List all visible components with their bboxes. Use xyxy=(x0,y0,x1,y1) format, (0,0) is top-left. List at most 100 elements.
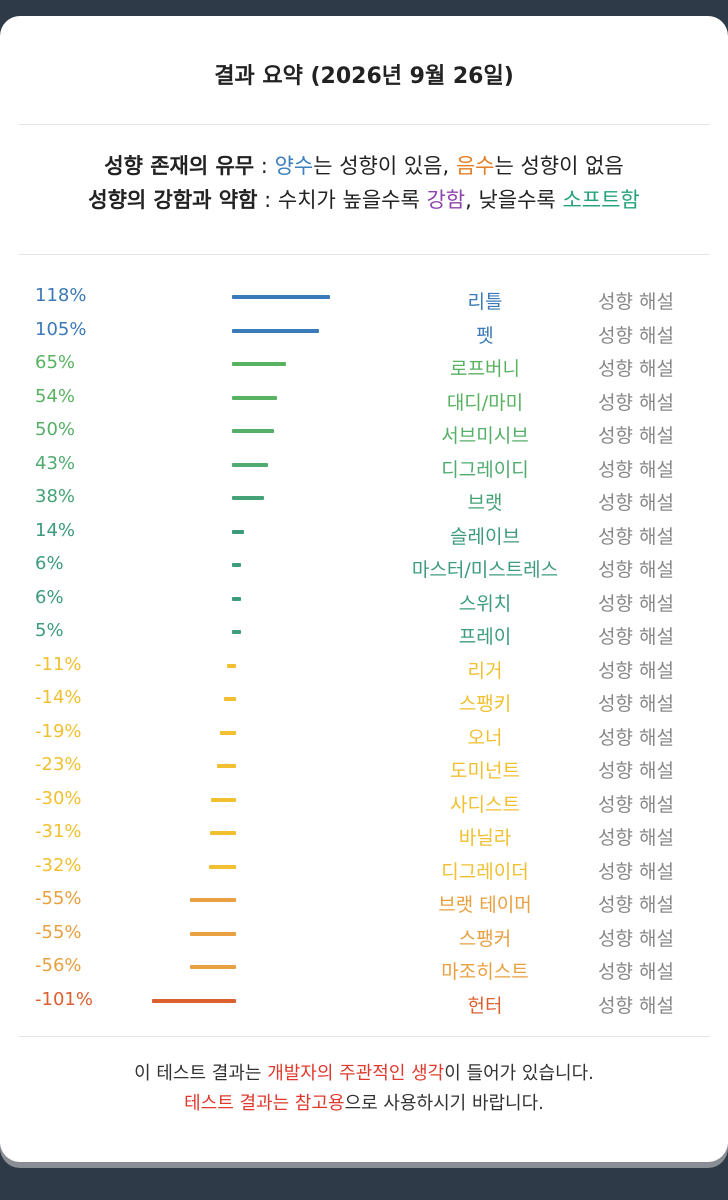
row-trait-name[interactable]: 대디/마미 xyxy=(446,391,524,414)
trait-explanation-link[interactable]: 성향 해설 xyxy=(598,827,674,849)
footer-line-2: 테스트 결과는 참고용으로 사용하시기 바랍니다. xyxy=(0,1090,728,1118)
trait-explanation-link[interactable]: 성향 해설 xyxy=(598,659,674,682)
row-percent: -23% xyxy=(35,754,82,775)
trait-explanation-link[interactable]: 성향 해설 xyxy=(598,626,674,648)
row-percent: 14% xyxy=(35,519,76,541)
row-trait-name[interactable]: 리거 xyxy=(467,659,503,682)
row-trait-name[interactable]: 디그레이디 xyxy=(441,458,529,481)
legend-line-1: 성향 존재의 유무 : 양수는 성향이 있음, 음수는 성향이 없음 xyxy=(0,149,728,183)
row-trait-name[interactable]: 슬레이브 xyxy=(450,525,520,548)
trait-explanation-link[interactable]: 성향 해설 xyxy=(598,324,674,347)
result-row: -31% 바닐라 성향 해설 xyxy=(0,817,728,850)
result-row: -56% 마조히스트 성향 해설 xyxy=(0,951,728,984)
trait-explanation-link[interactable]: 성향 해설 xyxy=(598,894,674,916)
result-row: 43% 디그레이디 성향 해설 xyxy=(0,449,728,482)
trait-explanation-link[interactable]: 성향 해설 xyxy=(598,860,674,883)
row-percent: -32% xyxy=(35,854,82,876)
row-bar xyxy=(232,395,277,400)
result-card: 결과 요약 (2026년 9월 26일) 성향 존재의 유무 : 양수는 성향이… xyxy=(0,16,728,1162)
trait-explanation-link[interactable]: 성향 해설 xyxy=(598,492,674,514)
row-trait-name[interactable]: 마스터/미스트레스 xyxy=(411,559,559,581)
result-row: 6% 마스터/미스트레스 성향 해설 xyxy=(0,549,728,582)
legend-text: 는 성향이 없음 xyxy=(494,154,624,178)
trait-explanation-link[interactable]: 성향 해설 xyxy=(598,525,674,548)
row-bar xyxy=(152,998,236,1003)
legend-line-2: 성향의 강함과 약함 : 수치가 높을수록 강함, 낮을수록 소프트함 xyxy=(0,183,728,217)
footer-text: 이 테스트 결과는 xyxy=(134,1063,268,1084)
row-trait-name[interactable]: 도미넌트 xyxy=(450,760,520,782)
trait-explanation-link[interactable]: 성향 해설 xyxy=(598,358,674,380)
legend-strong: 강함 xyxy=(426,188,466,212)
trait-explanation-link[interactable]: 성향 해설 xyxy=(598,961,674,983)
row-trait-name[interactable]: 프레이 xyxy=(458,626,512,648)
result-row: -32% 디그레이더 성향 해설 xyxy=(0,851,728,884)
row-trait-name[interactable]: 디그레이더 xyxy=(441,860,529,883)
row-trait-name[interactable]: 로프버니 xyxy=(450,358,520,380)
row-bar xyxy=(232,295,330,299)
legend-heading-existence: 성향 존재의 유무 xyxy=(104,154,255,178)
result-row: -55% 스팽커 성향 해설 xyxy=(0,918,728,951)
row-trait-name[interactable]: 스위치 xyxy=(458,592,512,615)
row-percent: -19% xyxy=(35,720,82,742)
row-trait-name[interactable]: 헌터 xyxy=(467,994,503,1017)
row-percent: 65% xyxy=(35,352,76,373)
trait-explanation-link[interactable]: 성향 해설 xyxy=(598,726,674,749)
result-row: 118% 리틀 성향 해설 xyxy=(0,281,728,314)
row-bar xyxy=(232,429,274,433)
row-bar xyxy=(211,797,236,802)
legend-negative: 음수 xyxy=(455,154,495,178)
trait-explanation-link[interactable]: 성향 해설 xyxy=(598,458,674,481)
trait-explanation-link[interactable]: 성향 해설 xyxy=(598,291,674,313)
trait-explanation-link[interactable]: 성향 해설 xyxy=(598,927,674,950)
footer-text: 이 들어가 있습니다. xyxy=(444,1063,594,1084)
result-row: -19% 오너 성향 해설 xyxy=(0,717,728,750)
row-bar xyxy=(232,630,241,634)
trait-explanation-link[interactable]: 성향 해설 xyxy=(598,760,674,782)
row-trait-name[interactable]: 리틀 xyxy=(467,291,503,313)
row-percent: 43% xyxy=(35,452,76,474)
row-bar xyxy=(232,462,268,467)
row-trait-name[interactable]: 서브미시브 xyxy=(441,425,529,447)
result-row: -11% 리거 성향 해설 xyxy=(0,650,728,683)
legend-positive: 양수 xyxy=(274,154,314,178)
row-percent: -30% xyxy=(35,787,82,809)
result-row: -101% 헌터 성향 해설 xyxy=(0,985,728,1018)
trait-explanation-link[interactable]: 성향 해설 xyxy=(598,793,674,816)
trait-explanation-link[interactable]: 성향 해설 xyxy=(598,693,674,715)
trait-explanation-link[interactable]: 성향 해설 xyxy=(598,592,674,615)
row-trait-name[interactable]: 바닐라 xyxy=(458,827,512,849)
row-trait-name[interactable]: 브랫 xyxy=(467,492,503,514)
trait-explanation-link[interactable]: 성향 해설 xyxy=(598,425,674,447)
row-bar xyxy=(209,864,236,869)
row-percent: -31% xyxy=(35,821,82,842)
row-bar xyxy=(232,328,320,333)
result-row: -30% 사디스트 성향 해설 xyxy=(0,784,728,817)
row-trait-name[interactable]: 마조히스트 xyxy=(441,961,529,983)
row-percent: 118% xyxy=(35,285,87,306)
row-bar xyxy=(216,764,236,768)
trait-explanation-link[interactable]: 성향 해설 xyxy=(598,391,674,414)
row-bar xyxy=(232,496,264,500)
row-trait-name[interactable]: 브랫 테이머 xyxy=(438,894,532,916)
row-trait-name[interactable]: 펫 xyxy=(476,324,494,347)
result-row: 54% 대디/마미 성향 해설 xyxy=(0,382,728,415)
footer-highlight: 테스트 결과는 참고용 xyxy=(184,1093,345,1114)
row-trait-name[interactable]: 스팽커 xyxy=(458,927,512,950)
legend-soft: 소프트함 xyxy=(562,188,640,212)
divider-mid xyxy=(19,254,710,255)
row-trait-name[interactable]: 사디스트 xyxy=(450,793,520,816)
row-bar xyxy=(226,663,236,668)
trait-explanation-link[interactable]: 성향 해설 xyxy=(598,559,674,581)
row-percent: 6% xyxy=(35,553,64,574)
row-trait-name[interactable]: 오너 xyxy=(467,726,503,749)
row-percent: -56% xyxy=(35,955,82,976)
trait-explanation-link[interactable]: 성향 해설 xyxy=(598,994,674,1017)
divider-top xyxy=(19,124,710,125)
row-bar xyxy=(189,965,236,969)
footer-text: 으로 사용하시기 바랍니다. xyxy=(344,1093,544,1114)
legend-heading-strength: 성향의 강함과 약함 xyxy=(88,188,258,212)
row-trait-name[interactable]: 스팽키 xyxy=(458,693,512,715)
row-bar xyxy=(232,596,241,601)
row-bar xyxy=(232,362,286,366)
result-row: -55% 브랫 테이머 성향 해설 xyxy=(0,884,728,917)
